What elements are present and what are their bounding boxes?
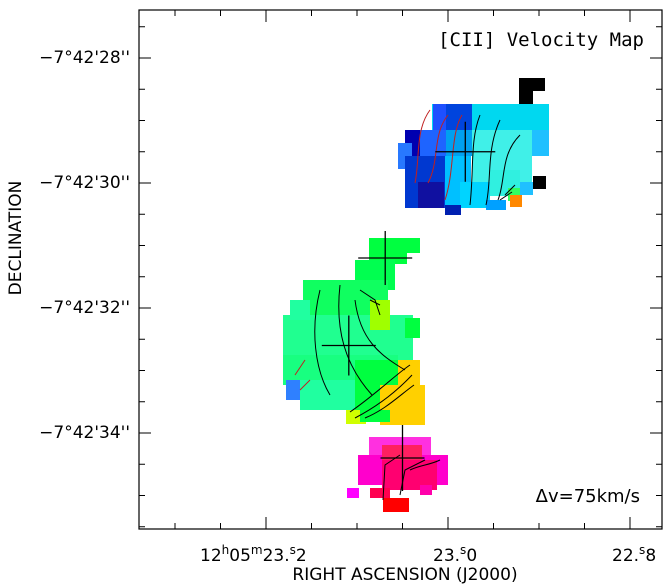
velocity-pixel [445, 205, 461, 215]
velocity-pixel [418, 182, 444, 208]
contour-line [499, 191, 513, 201]
velocity-pixel [369, 238, 407, 264]
contour-line [399, 459, 426, 496]
contour-line [414, 109, 431, 184]
y-tick-label: −7°42'30'' [39, 173, 130, 193]
contour-line [469, 114, 481, 206]
velocity-pixel [420, 485, 432, 495]
velocity-pixel [520, 182, 533, 195]
y-axis-label: DECLINATION [6, 181, 26, 296]
velocity-pixel [290, 300, 310, 320]
velocity-pixel [370, 488, 390, 498]
contour-line [294, 359, 306, 376]
velocity-pixel [510, 195, 522, 207]
contour-line [504, 184, 516, 196]
plot-frame [138, 9, 663, 530]
chart-title: [CII] Velocity Map [438, 29, 644, 51]
y-tick-label: −7°42'32'' [39, 298, 130, 318]
velocity-pixel [347, 488, 359, 498]
contour-line [354, 299, 406, 371]
velocity-pixel [360, 410, 390, 422]
velocity-pixel [486, 200, 506, 210]
velocity-pixels [283, 78, 549, 512]
contour-line [497, 134, 521, 201]
contour-line [349, 364, 411, 413]
velocity-pixel [533, 176, 546, 189]
velocity-pixel [398, 360, 420, 388]
velocity-pixel [460, 182, 490, 208]
contour-line [354, 374, 413, 419]
contour-line [364, 384, 415, 419]
y-tick-label: −7°42'34'' [39, 423, 130, 443]
velocity-pixel [533, 91, 546, 104]
x-tick-label: 12h05m23.s2 [200, 543, 307, 566]
velocity-pixel [405, 318, 420, 338]
position-crosses [321, 121, 496, 491]
contour-line [299, 379, 311, 391]
velocity-pixel [286, 380, 300, 400]
contour-line [314, 289, 331, 396]
contour-line [369, 299, 381, 306]
x-axis-label: RIGHT ASCENSION (J2000) [292, 565, 517, 585]
contour-line [485, 119, 501, 206]
y-tick-label: −7°42'28'' [39, 48, 130, 68]
contour-line [359, 289, 381, 316]
velocity-pixel [383, 498, 409, 512]
velocity-pixel [405, 238, 420, 253]
axis-ticks [139, 10, 662, 529]
contour-line [427, 114, 449, 184]
velocity-pixel [446, 104, 472, 130]
velocity-pixel [283, 315, 413, 360]
x-tick-label: 23.s0 [433, 543, 477, 566]
x-tick-label: 22.s8 [612, 543, 656, 566]
contour-line [444, 114, 463, 201]
velocity-annotation: Δv=75km/s [536, 486, 640, 507]
contour-line [409, 459, 441, 471]
